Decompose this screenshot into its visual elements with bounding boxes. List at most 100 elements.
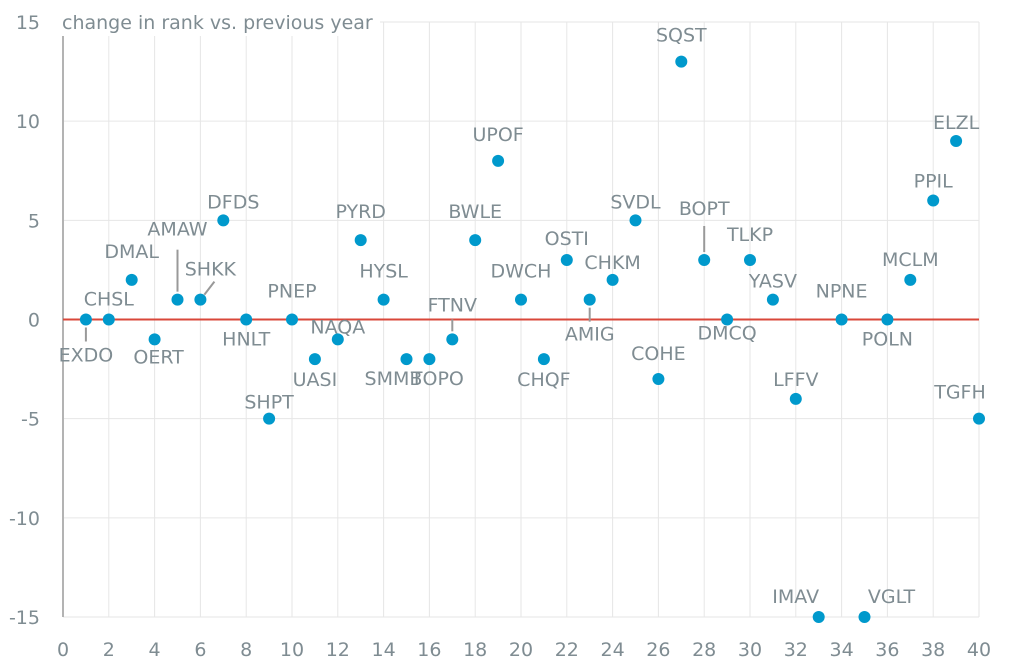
y-tick-label: -15 (9, 607, 40, 629)
x-tick-label: 16 (417, 639, 441, 661)
x-tick-label: 2 (103, 639, 115, 661)
point-label: CHQF (517, 369, 570, 391)
data-point (492, 154, 505, 167)
x-tick-label: 40 (967, 639, 991, 661)
point-label: AMIG (565, 324, 615, 346)
x-tick-label: 8 (240, 639, 252, 661)
y-tick-label: 5 (28, 210, 40, 232)
point-label: ELZL (933, 112, 980, 134)
data-point (606, 273, 619, 286)
point-label: AMAW (147, 219, 207, 241)
y-tick-label: 0 (28, 310, 40, 332)
data-point (881, 313, 894, 326)
point-label: NAQA (310, 316, 365, 338)
data-point (537, 353, 550, 366)
leader-line (203, 281, 216, 296)
data-point (789, 392, 802, 405)
point-label: LFFV (773, 369, 818, 391)
x-tick-label: 30 (738, 639, 762, 661)
point-label: DMCQ (697, 323, 756, 345)
point-label: CHSL (84, 289, 135, 311)
title-background (58, 6, 380, 36)
label-leader-lines (84, 226, 706, 342)
data-point (79, 313, 92, 326)
x-tick-label: 38 (921, 639, 945, 661)
data-point (675, 55, 688, 68)
point-label: PYRD (335, 201, 385, 223)
point-label: YASV (748, 271, 797, 293)
data-point (148, 333, 161, 346)
tick-labels: 0 2 4 6 8 10 12 14 16 18 20 22 24 26 28 30 32 34 36 38 40151… (9, 12, 991, 661)
data-point (102, 313, 115, 326)
point-label: TOPO (410, 368, 464, 390)
point-label: CHKM (584, 252, 640, 274)
x-tick-label: 34 (830, 639, 854, 661)
data-point (308, 353, 321, 366)
x-tick-label: 36 (875, 639, 899, 661)
point-label: POLN (862, 329, 913, 351)
point-label: SMMB (365, 368, 423, 390)
data-point (744, 254, 756, 266)
point-label: BWLE (448, 201, 502, 223)
data-point (835, 313, 848, 326)
y-tick-label: -10 (9, 508, 40, 530)
x-tick-label: 14 (372, 639, 396, 661)
point-label: UPOF (472, 124, 523, 146)
data-point (858, 611, 871, 623)
point-label: VGLT (868, 586, 916, 608)
data-point (286, 313, 298, 326)
data-point (240, 313, 253, 326)
data-point (629, 214, 642, 227)
data-point (950, 135, 963, 147)
data-point (171, 293, 184, 306)
point-label: SQST (656, 25, 707, 47)
x-tick-label: 0 (57, 639, 69, 661)
x-tick-label: 12 (326, 639, 350, 661)
point-label: NPNE (816, 281, 868, 303)
point-label: DFDS (207, 191, 259, 213)
data-point (194, 293, 207, 306)
point-label: SHKK (185, 259, 237, 281)
data-point (354, 234, 367, 247)
point-label: HYSL (359, 261, 408, 283)
x-tick-label: 20 (509, 639, 533, 661)
point-label: COHE (631, 343, 686, 365)
data-point (927, 194, 940, 207)
data-point (125, 273, 138, 286)
chart-title: change in rank vs. previous year (62, 12, 373, 34)
point-label: SVDL (610, 191, 661, 213)
x-tick-label: 26 (646, 639, 670, 661)
data-point (469, 234, 482, 247)
point-label: SHPT (244, 392, 294, 414)
x-tick-label: 18 (463, 639, 487, 661)
point-label: TLKP (726, 224, 773, 246)
data-point (560, 254, 573, 266)
point-label: FTNV (428, 294, 477, 316)
point-label: PPIL (914, 171, 954, 193)
data-point (698, 254, 711, 266)
y-tick-label: -5 (21, 409, 40, 431)
point-label: OERT (133, 346, 184, 368)
data-point (583, 293, 596, 306)
data-point (331, 333, 344, 346)
x-tick-label: 6 (194, 639, 206, 661)
data-point (446, 333, 459, 346)
x-tick-label: 10 (280, 639, 304, 661)
point-label: HNLT (222, 329, 270, 351)
data-point (515, 293, 527, 306)
point-label: EXDO (59, 345, 114, 367)
point-label: OSTI (545, 228, 589, 250)
data-point (904, 273, 917, 286)
y-tick-label: 10 (16, 111, 40, 133)
data-point (766, 293, 779, 306)
point-label: IMAV (772, 586, 819, 608)
point-label: PNEP (267, 281, 316, 303)
data-point (377, 293, 390, 306)
data-point (400, 353, 413, 366)
data-points (79, 55, 985, 623)
x-tick-label: 28 (692, 639, 716, 661)
point-label: BOPT (679, 198, 730, 220)
data-point (721, 313, 734, 326)
point-label: MCLM (882, 249, 939, 271)
